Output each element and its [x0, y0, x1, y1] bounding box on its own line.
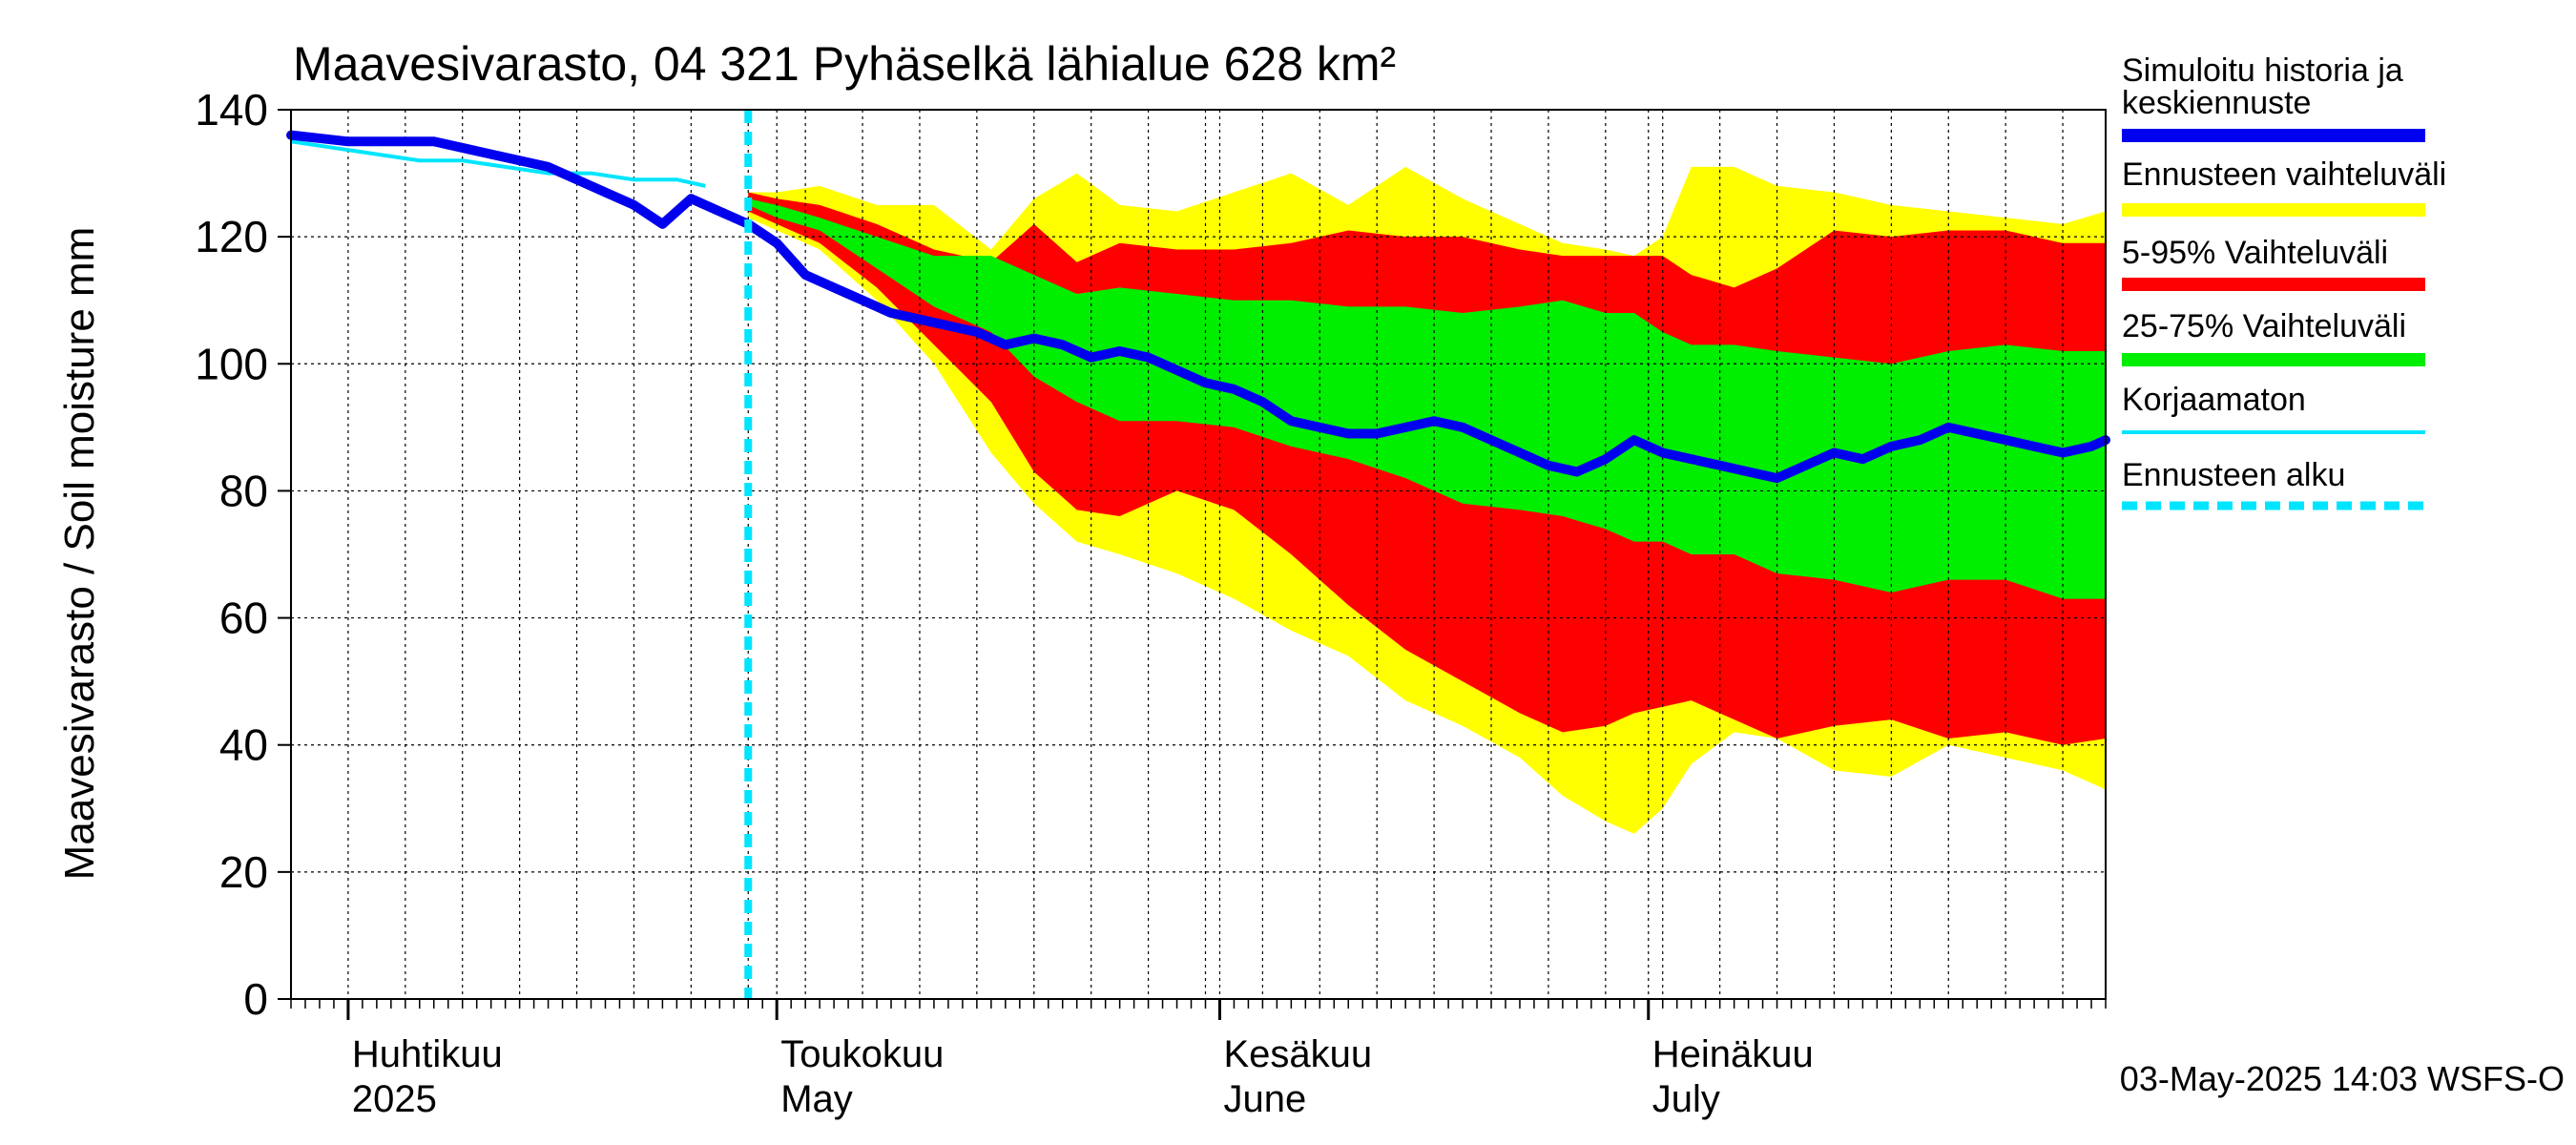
legend-label: Ennusteen vaihteluväli — [2122, 156, 2446, 193]
y-tick-label: 120 — [195, 212, 268, 261]
month-label: Kesäkuu — [1223, 1033, 1372, 1075]
chart-title: Maavesivarasto, 04 321 Pyhäselkä lähialu… — [293, 37, 1396, 91]
legend-label: keskiennuste — [2122, 85, 2311, 121]
month-sublabel: June — [1223, 1078, 1306, 1120]
series-lines — [286, 110, 2110, 999]
line-korjaamaton — [290, 139, 706, 188]
line-keskiennuste — [286, 130, 2110, 484]
y-tick-label: 0 — [243, 974, 268, 1024]
grid — [291, 109, 2106, 999]
footer-timestamp: 03-May-2025 14:03 WSFS-O — [2120, 1059, 2565, 1098]
legend-label: 25-75% Vaihteluväli — [2122, 308, 2406, 344]
y-tick-label: 100 — [195, 339, 268, 388]
y-tick-label: 140 — [195, 85, 268, 135]
y-tick-label: 40 — [219, 720, 268, 770]
y-axis-label: Maavesivarasto / Soil moisture mm — [56, 227, 103, 881]
month-label: Heinäkuu — [1652, 1033, 1814, 1075]
month-sublabel: July — [1652, 1078, 1720, 1120]
band-25-75 — [748, 198, 2106, 599]
month-label: Huhtikuu — [352, 1033, 503, 1075]
month-sublabel: 2025 — [352, 1078, 437, 1120]
legend-label: Ennusteen alku — [2122, 457, 2345, 493]
forecast-bands — [748, 166, 2106, 834]
y-tick-label: 60 — [219, 593, 268, 643]
plot-frame — [290, 109, 2107, 1000]
legend-label: Korjaamaton — [2122, 382, 2306, 418]
legend-label: 5-95% Vaihteluväli — [2122, 235, 2388, 271]
y-tick-label: 80 — [219, 466, 268, 515]
month-label: Toukokuu — [780, 1033, 944, 1075]
legend-label: Simuloitu historia ja — [2122, 52, 2403, 89]
y-tick-label: 20 — [219, 847, 268, 897]
month-sublabel: May — [780, 1078, 853, 1120]
